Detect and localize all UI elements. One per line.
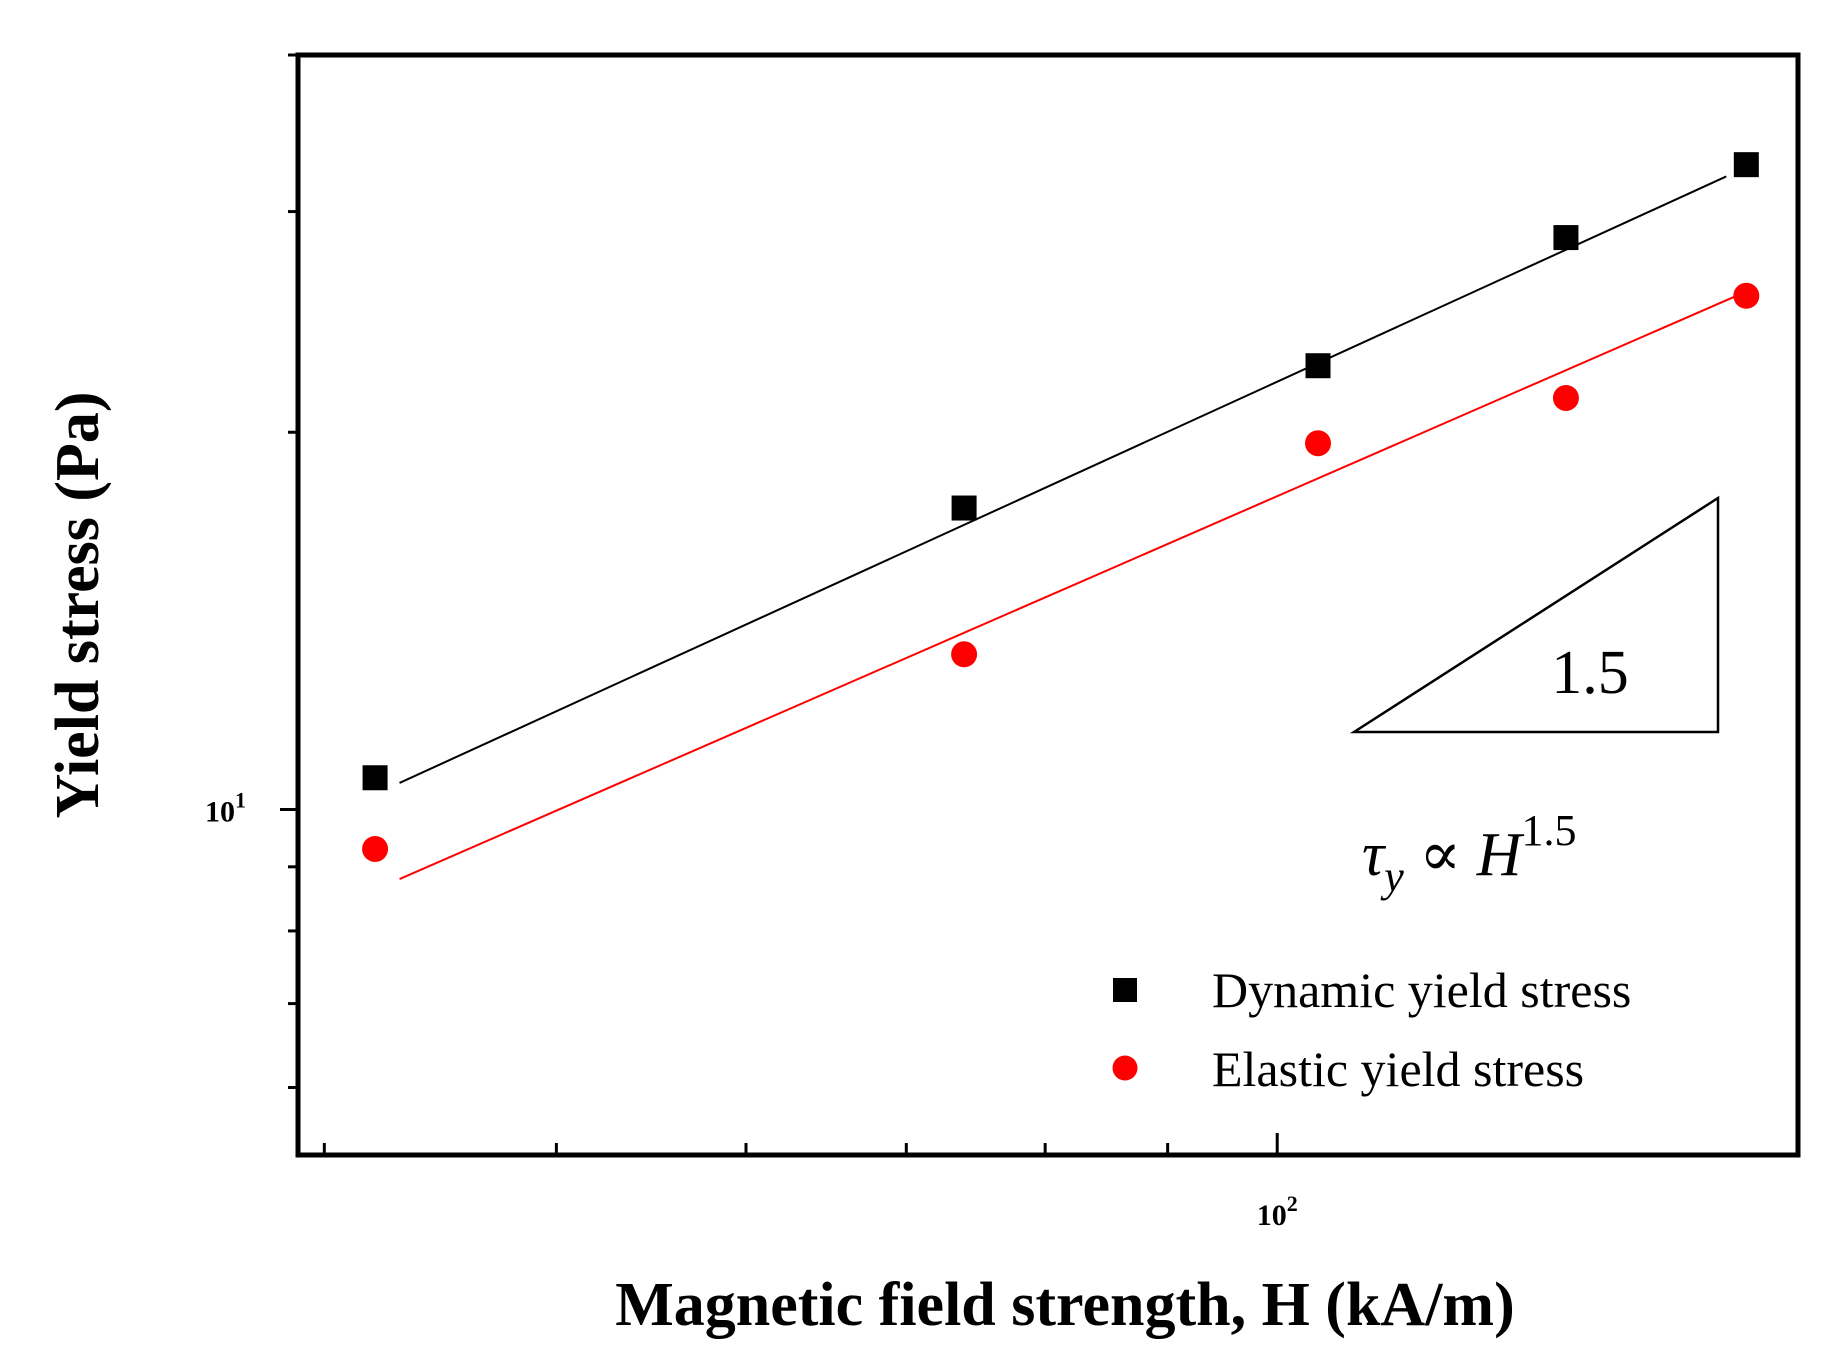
slope-label: 1.5 bbox=[1551, 639, 1629, 707]
scaling-equation: τy ∝ H1.5 bbox=[1362, 806, 1576, 901]
legend-label-dynamic: Dynamic yield stress bbox=[1212, 962, 1631, 1018]
axis-ticks bbox=[280, 53, 1279, 1155]
data-point-dynamic bbox=[1305, 353, 1331, 379]
slope-triangle bbox=[1349, 495, 1720, 734]
data-point-dynamic bbox=[951, 495, 977, 521]
axis-tick-labels: 102 101 bbox=[205, 787, 1298, 1232]
y-axis-title: Yield stress (Pa) bbox=[44, 391, 112, 818]
data-point-elastic bbox=[951, 641, 978, 668]
fit-line bbox=[399, 175, 1727, 784]
data-point-dynamic bbox=[1553, 225, 1579, 251]
y-tick-label: 101 bbox=[205, 787, 246, 828]
x-tick-label: 102 bbox=[1257, 1191, 1298, 1232]
data-point-elastic bbox=[1552, 384, 1579, 411]
legend-label-elastic: Elastic yield stress bbox=[1212, 1041, 1584, 1097]
fit-lines bbox=[399, 175, 1747, 880]
data-point-elastic bbox=[362, 835, 389, 862]
legend-marker-elastic bbox=[1112, 1055, 1138, 1081]
plot-frame bbox=[295, 52, 1801, 1158]
data-points bbox=[362, 152, 1760, 862]
data-point-dynamic bbox=[362, 765, 388, 791]
data-point-dynamic bbox=[1733, 152, 1759, 178]
data-point-elastic bbox=[1733, 282, 1760, 309]
fit-line bbox=[399, 290, 1747, 880]
legend: Dynamic yield stress Elastic yield stres… bbox=[1112, 962, 1631, 1097]
data-point-elastic bbox=[1305, 430, 1332, 457]
legend-marker-dynamic bbox=[1113, 978, 1137, 1002]
x-axis-title: Magnetic field strength, H (kA/m) bbox=[615, 1271, 1514, 1339]
